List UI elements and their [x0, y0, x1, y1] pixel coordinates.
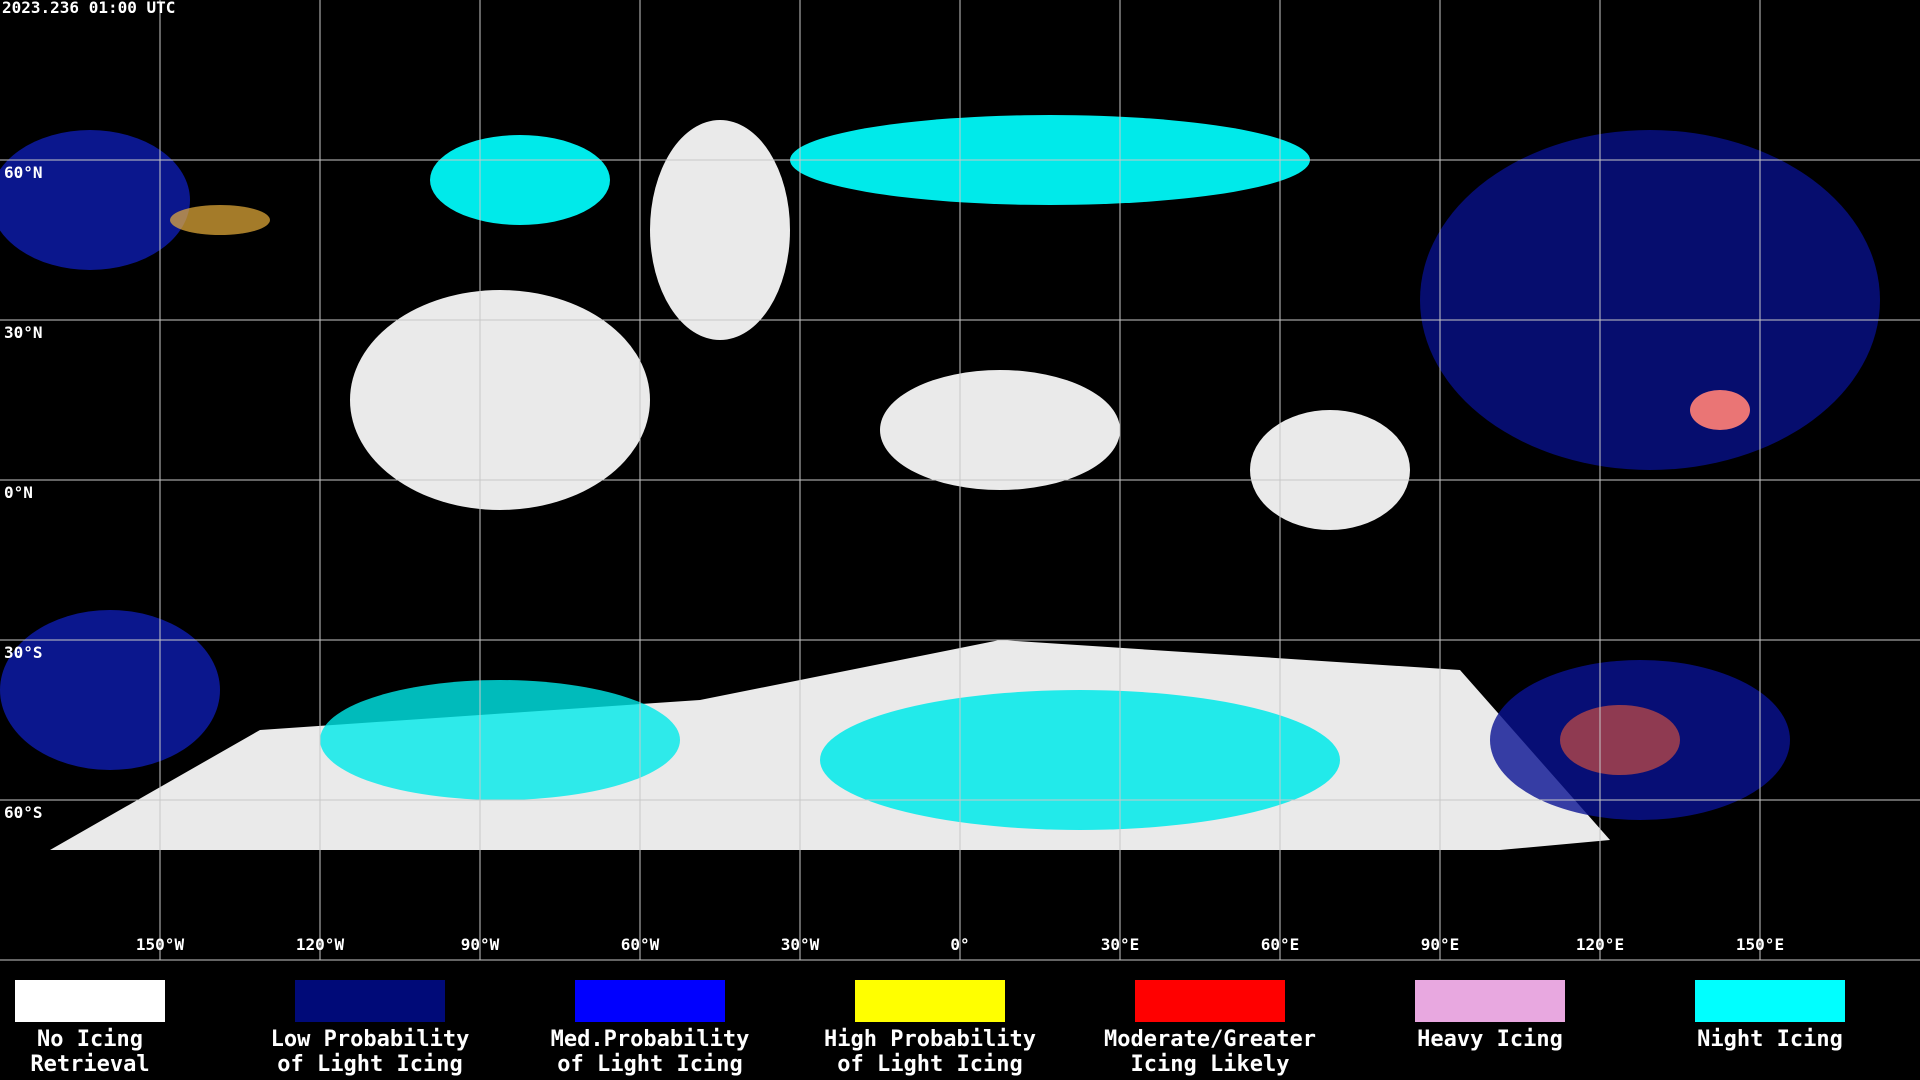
lon-label: 60°W — [621, 935, 660, 954]
lon-label: 120°E — [1576, 935, 1624, 954]
legend-label: of Light Icing — [277, 1052, 462, 1077]
cloud-blob — [430, 135, 610, 225]
legend-swatch — [855, 980, 1005, 1022]
legend-label: of Light Icing — [837, 1052, 1022, 1077]
icing-blob — [1690, 390, 1750, 430]
graticule — [0, 0, 1920, 961]
lat-label: 60°S — [4, 803, 43, 822]
lat-label: 30°N — [4, 323, 43, 342]
icing-blob — [1420, 130, 1880, 470]
legend-label: Heavy Icing — [1417, 1027, 1563, 1052]
cloud-blob — [320, 680, 680, 800]
cloud-blob — [650, 120, 790, 340]
lon-label: 150°W — [136, 935, 185, 954]
lon-label: 60°E — [1261, 935, 1300, 954]
legend-label: Moderate/Greater — [1104, 1027, 1316, 1052]
lon-label: 30°W — [781, 935, 820, 954]
legend-swatch — [575, 980, 725, 1022]
legend-swatch — [1415, 980, 1565, 1022]
lat-label: 30°S — [4, 643, 43, 662]
cloud-blob — [880, 370, 1120, 490]
legend-swatch — [1695, 980, 1845, 1022]
legend-swatch — [295, 980, 445, 1022]
legend-label: Retrieval — [30, 1052, 149, 1077]
cloud-layer — [0, 115, 1880, 850]
legend-label: Low Probability — [271, 1027, 470, 1052]
icing-blob — [1560, 705, 1680, 775]
cloud-blob — [1250, 410, 1410, 530]
graticule-labels: 150°W 120°W 90°W 60°W 30°W 0° 30°E 60°E 90°E 120°… — [4, 163, 1784, 954]
legend-label: High Probability — [824, 1027, 1036, 1052]
legend-label: Med.Probability — [551, 1027, 750, 1052]
icing-blob — [0, 130, 190, 270]
lat-label: 60°N — [4, 163, 43, 182]
timestamp: 2023.236 01:00 UTC — [2, 0, 175, 17]
lat-label: 0°N — [4, 483, 33, 502]
legend-swatch — [15, 980, 165, 1022]
lon-label: 30°E — [1101, 935, 1140, 954]
cloud-blob — [350, 290, 650, 510]
lon-label: 90°W — [461, 935, 500, 954]
lon-label: 90°E — [1421, 935, 1460, 954]
cloud-blob — [820, 690, 1340, 830]
icing-blob — [170, 205, 270, 235]
icing-blob — [0, 610, 220, 770]
lon-label: 0° — [950, 935, 969, 954]
lon-label: 150°E — [1736, 935, 1784, 954]
legend-swatch — [1135, 980, 1285, 1022]
legend-label: Icing Likely — [1131, 1052, 1290, 1077]
legend-label: of Light Icing — [557, 1052, 742, 1077]
legend-label: Night Icing — [1697, 1027, 1843, 1052]
lon-label: 120°W — [296, 935, 345, 954]
legend-label: No Icing — [37, 1027, 143, 1052]
